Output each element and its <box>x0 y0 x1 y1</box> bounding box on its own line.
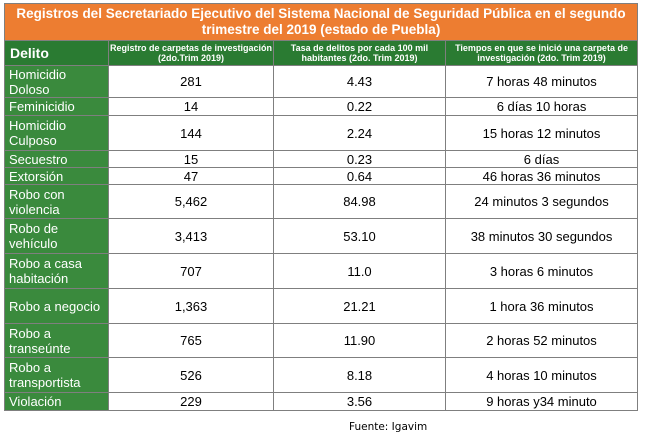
header-delito: Delito <box>4 40 109 66</box>
row-registro: 526 <box>108 357 274 393</box>
row-label: Violación <box>4 392 109 411</box>
row-registro: 229 <box>108 392 274 411</box>
row-tiempo: 4 horas 10 minutos <box>444 357 639 393</box>
table-row: Robo a negocio 1,363 21.21 1 hora 36 min… <box>4 288 639 324</box>
source-note: Fuente: Igavim <box>349 421 428 433</box>
table-row: Robo con violencia 5,462 84.98 24 minuto… <box>4 184 639 219</box>
row-tasa: 4.43 <box>273 65 446 98</box>
row-tiempo: 3 horas 6 minutos <box>444 253 639 289</box>
crime-table: Registros del Secretariado Ejecutivo del… <box>3 3 639 411</box>
row-tasa: 84.98 <box>273 184 446 219</box>
header-tasa: Tasa de delitos por cada 100 mil habitan… <box>273 40 446 66</box>
table-row: Feminicidio 14 0.22 6 días 10 horas <box>4 97 639 116</box>
header-registro: Registro de carpetas de investigación (2… <box>108 40 274 66</box>
row-label: Robo de vehículo <box>4 218 109 254</box>
header-row: Delito Registro de carpetas de investiga… <box>4 40 639 66</box>
row-registro: 765 <box>108 323 274 358</box>
row-tasa: 2.24 <box>273 115 446 151</box>
row-registro: 144 <box>108 115 274 151</box>
row-tasa: 0.22 <box>273 97 446 116</box>
row-tasa: 0.64 <box>273 167 446 185</box>
row-label: Feminicidio <box>4 97 109 116</box>
table-row: Extorsión 47 0.64 46 horas 36 minutos <box>4 167 639 185</box>
row-tasa: 53.10 <box>273 218 446 254</box>
row-tiempo: 7 horas 48 minutos <box>444 65 639 98</box>
row-label: Robo a transportista <box>4 357 109 393</box>
row-label: Robo a transeúnte <box>4 323 109 358</box>
row-label: Homicidio Doloso <box>4 65 109 98</box>
table-row: Robo a casa habitación 707 11.0 3 horas … <box>4 253 639 289</box>
row-tasa: 8.18 <box>273 357 446 393</box>
row-label: Robo con violencia <box>4 184 109 219</box>
row-registro: 707 <box>108 253 274 289</box>
row-tasa: 11.0 <box>273 253 446 289</box>
row-tiempo: 6 días 10 horas <box>444 97 639 116</box>
table-row: Violación 229 3.56 9 horas y34 minuto <box>4 392 639 411</box>
row-registro: 15 <box>108 150 274 168</box>
row-label: Homicidio Culposo <box>4 115 109 151</box>
table-row: Secuestro 15 0.23 6 días <box>4 150 639 168</box>
row-label: Robo a negocio <box>4 288 109 324</box>
row-tasa: 3.56 <box>273 392 446 411</box>
row-tiempo: 9 horas y34 minuto <box>444 392 639 411</box>
row-registro: 1,363 <box>108 288 274 324</box>
row-tiempo: 15 horas 12 minutos <box>444 115 639 151</box>
row-tiempo: 2 horas 52 minutos <box>444 323 639 358</box>
table-row: Homicidio Doloso 281 4.43 7 horas 48 min… <box>4 65 639 98</box>
header-tiempos: Tiempos en que se inició una carpeta de … <box>444 40 639 66</box>
row-label: Robo a casa habitación <box>4 253 109 289</box>
row-tiempo: 46 horas 36 minutos <box>444 167 639 185</box>
table-row: Homicidio Culposo 144 2.24 15 horas 12 m… <box>4 115 639 151</box>
row-registro: 3,413 <box>108 218 274 254</box>
table-row: Robo a transeúnte 765 11.90 2 horas 52 m… <box>4 323 639 358</box>
row-tiempo: 6 días <box>444 150 639 168</box>
table-row: Robo a transportista 526 8.18 4 horas 10… <box>4 357 639 393</box>
row-tasa: 11.90 <box>273 323 446 358</box>
row-registro: 5,462 <box>108 184 274 219</box>
row-registro: 281 <box>108 65 274 98</box>
row-tasa: 21.21 <box>273 288 446 324</box>
row-tiempo: 1 hora 36 minutos <box>444 288 639 324</box>
table-row: Robo de vehículo 3,413 53.10 38 minutos … <box>4 218 639 254</box>
table-title: Registros del Secretariado Ejecutivo del… <box>3 3 639 41</box>
row-label: Extorsión <box>4 167 109 185</box>
row-tiempo: 24 minutos 3 segundos <box>444 184 639 219</box>
row-registro: 47 <box>108 167 274 185</box>
row-registro: 14 <box>108 97 274 116</box>
row-tiempo: 38 minutos 30 segundos <box>444 218 639 254</box>
row-tasa: 0.23 <box>273 150 446 168</box>
row-label: Secuestro <box>4 150 109 168</box>
